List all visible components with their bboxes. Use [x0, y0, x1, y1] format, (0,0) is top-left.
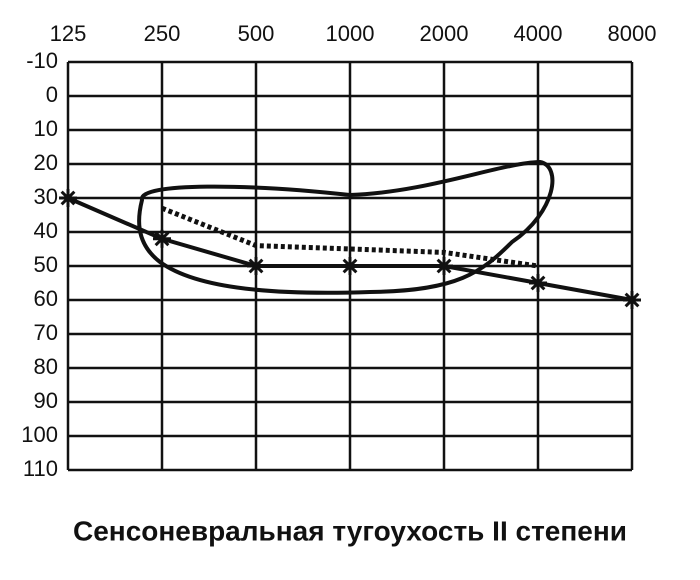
- y-tick-label: 60: [34, 286, 58, 311]
- point-marker: [623, 291, 641, 309]
- y-tick-label: 20: [34, 150, 58, 175]
- marker-stroke: [154, 231, 170, 247]
- marker-stroke: [248, 258, 264, 274]
- marker-stroke: [624, 292, 640, 308]
- x-tick-label: 125: [50, 21, 87, 46]
- point-marker: [59, 189, 77, 207]
- x-tick-label: 250: [144, 21, 181, 46]
- y-tick-label: 40: [34, 218, 58, 243]
- y-tick-label: 10: [34, 116, 58, 141]
- x-tick-label: 1000: [326, 21, 375, 46]
- y-tick-label: 100: [21, 422, 58, 447]
- y-tick-label: 90: [34, 388, 58, 413]
- marker-stroke: [60, 190, 76, 206]
- y-tick-label: 50: [34, 252, 58, 277]
- hand-drawn-outline: [137, 159, 555, 295]
- point-marker: [529, 274, 547, 292]
- marker-stroke: [342, 258, 358, 274]
- y-tick-label: -10: [26, 48, 58, 73]
- y-tick-label: 80: [34, 354, 58, 379]
- x-tick-label: 500: [238, 21, 275, 46]
- y-tick-label: 0: [46, 82, 58, 107]
- x-tick-label: 4000: [514, 21, 563, 46]
- point-marker: [435, 257, 453, 275]
- marker-stroke: [530, 275, 546, 291]
- x-tick-label: 8000: [608, 21, 657, 46]
- y-tick-label: 70: [34, 320, 58, 345]
- point-marker: [247, 257, 265, 275]
- x-tick-label: 2000: [420, 21, 469, 46]
- point-marker: [341, 257, 359, 275]
- chart-title: Сенсоневральная тугоухость II степени: [73, 515, 627, 546]
- y-tick-label: 110: [23, 456, 58, 481]
- point-marker: [153, 229, 171, 248]
- marker-stroke: [436, 258, 452, 274]
- y-tick-label: 30: [34, 184, 58, 209]
